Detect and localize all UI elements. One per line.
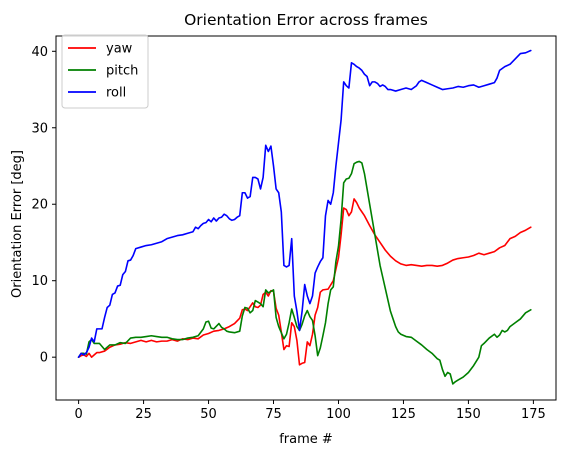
x-tick-label: 125 <box>391 407 416 422</box>
x-tick-label: 175 <box>521 407 546 422</box>
y-tick-label: 40 <box>31 45 48 60</box>
roll-series-line <box>77 49 532 358</box>
x-tick-label: 50 <box>200 407 217 422</box>
pitch-series-line <box>77 160 532 385</box>
yaw-legend-label: yaw <box>106 42 133 57</box>
chart-title: Orientation Error across frames <box>184 11 428 29</box>
x-tick-label: 150 <box>456 407 481 422</box>
plot-area: 0 25 50 75 100 125 150 175 0 10 20 30 40 <box>31 35 557 422</box>
x-axis-label: frame # <box>279 432 333 447</box>
yaw-series-line <box>77 198 532 366</box>
plot-frame <box>55 35 557 401</box>
pitch-legend-label: pitch <box>106 64 138 79</box>
x-tick-label: 75 <box>265 407 282 422</box>
roll-legend-label: roll <box>106 86 126 101</box>
x-tick-label: 0 <box>74 407 82 422</box>
y-tick-label: 30 <box>31 121 48 136</box>
legend: yaw pitch roll <box>61 34 149 109</box>
x-axis: 0 25 50 75 100 125 150 175 <box>74 400 546 422</box>
legend-entries: yaw pitch roll <box>68 42 138 101</box>
y-tick-label: 10 <box>31 274 48 289</box>
y-tick-label: 20 <box>31 198 48 213</box>
x-tick-label: 100 <box>326 407 351 422</box>
legend-box <box>61 34 149 109</box>
y-axis: 0 10 20 30 40 <box>31 45 56 366</box>
x-tick-label: 25 <box>135 407 152 422</box>
y-tick-label: 0 <box>40 351 48 366</box>
y-axis-label: Orientation Error [deg] <box>10 150 25 298</box>
series-lines <box>77 49 532 385</box>
